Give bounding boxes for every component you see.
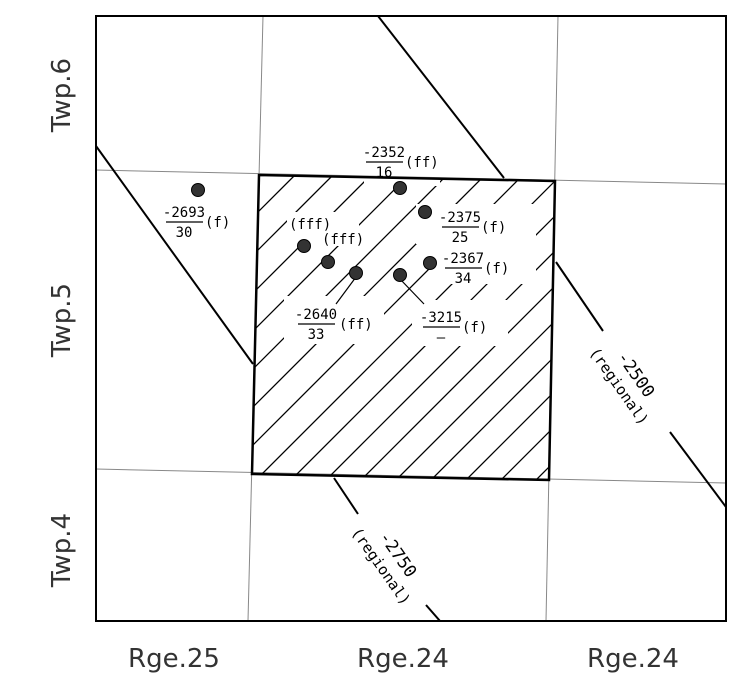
well-label: -2367 34 (f)	[442, 251, 509, 287]
contour-line-2500	[555, 261, 604, 332]
well-marker	[297, 239, 311, 253]
section-grid	[95, 15, 727, 622]
range-label-24-center: Rge.24	[357, 644, 449, 674]
well-bottom: 25	[452, 230, 469, 246]
contour-label-2500: -2500 (regional)	[586, 344, 659, 428]
contour-line-2750	[425, 604, 441, 621]
well-top: -2352	[363, 145, 405, 161]
wells	[191, 181, 437, 282]
range-label-24-right: Rge.24	[587, 644, 679, 674]
well-bottom: 16	[376, 165, 393, 181]
contour-line-upper	[377, 16, 505, 179]
well-code: (ff)	[405, 155, 439, 171]
well-top: -2367	[442, 251, 484, 267]
well-code: (fff)	[289, 217, 331, 233]
well-top: -3215	[420, 310, 462, 326]
well-label: -2375 25 (f)	[439, 210, 506, 246]
well-bottom: 33	[308, 327, 325, 343]
well-bottom: 30	[176, 225, 193, 241]
well-marker	[349, 266, 363, 280]
well-code: (f)	[205, 215, 230, 231]
well-top: -2693	[163, 205, 205, 221]
well-bottom: 34	[455, 271, 472, 287]
contour-line-2500	[669, 431, 726, 508]
well-code: (ff)	[339, 317, 373, 333]
well-label: -2352 16 (ff)	[363, 145, 439, 181]
well-code: (f)	[462, 320, 487, 336]
well-marker	[321, 255, 335, 269]
contour-label-2750: -2750 (regional)	[348, 524, 421, 608]
contour-line-2750	[333, 477, 359, 515]
contour-line-left	[96, 145, 254, 365]
well-top: -2375	[439, 210, 481, 226]
well-label: -2640 33 (ff)	[295, 307, 373, 343]
well-code: (fff)	[322, 232, 364, 248]
well-label: -3215 – (f)	[420, 310, 487, 346]
well-code: (f)	[484, 261, 509, 277]
well-marker	[423, 256, 437, 270]
well-marker	[418, 205, 432, 219]
well-top: -2640	[295, 307, 337, 323]
township-label-4: Twp.4	[47, 513, 77, 588]
study-area-outline	[250, 173, 557, 482]
township-label-6: Twp.6	[47, 58, 77, 133]
well-marker	[393, 268, 407, 282]
well-label: -2693 30 (f)	[163, 205, 230, 241]
map-frame	[95, 15, 727, 622]
well-marker	[191, 183, 205, 197]
well-bottom: –	[437, 330, 446, 346]
well-marker	[393, 181, 407, 195]
range-label-25: Rge.25	[128, 644, 220, 674]
contour-lines	[96, 16, 726, 621]
township-label-5: Twp.5	[47, 283, 77, 358]
well-code: (f)	[481, 220, 506, 236]
